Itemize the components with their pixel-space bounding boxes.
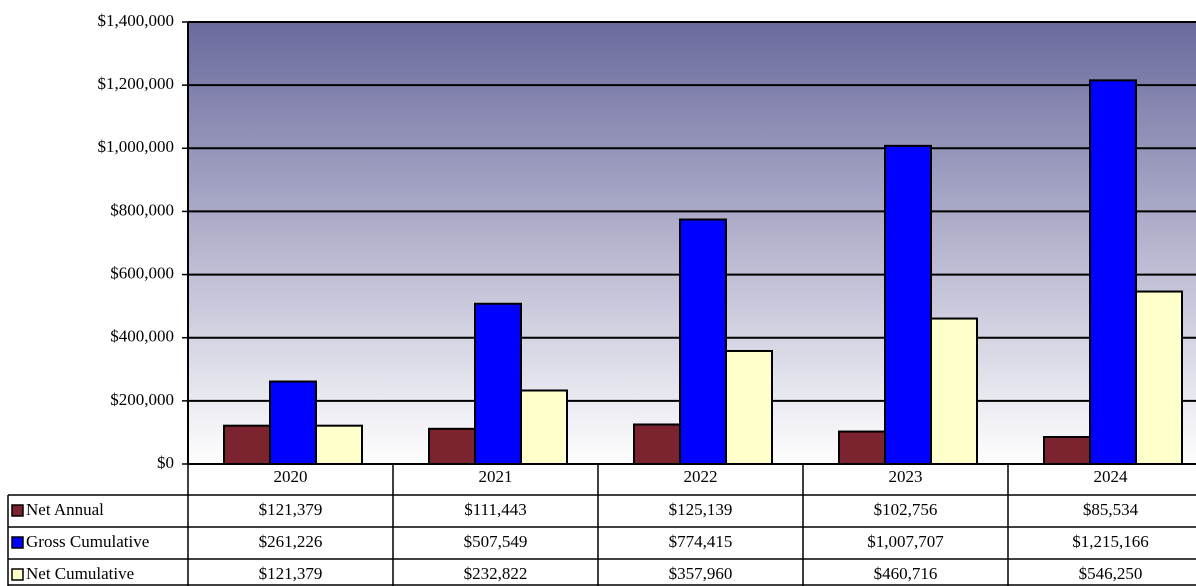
legend-swatch — [11, 568, 24, 581]
legend-label: Gross Cumulative — [26, 532, 149, 551]
table-value: $774,415 — [669, 532, 733, 551]
bar — [269, 380, 317, 465]
x-tick-label: 2022 — [684, 467, 718, 486]
table-value: $125,139 — [669, 500, 733, 519]
bar — [428, 427, 476, 466]
bar — [474, 302, 522, 465]
y-tick-label: $200,000 — [110, 390, 174, 409]
table-value: $232,822 — [464, 564, 528, 583]
bar — [884, 144, 932, 465]
table-value: $357,960 — [669, 564, 733, 583]
table-value: $1,007,707 — [867, 532, 944, 551]
bar — [633, 423, 681, 465]
table-value: $102,756 — [874, 500, 938, 519]
x-tick-label: 2020 — [274, 467, 308, 486]
bar — [679, 218, 727, 465]
bar — [1135, 290, 1183, 465]
y-tick-label: $1,200,000 — [98, 74, 175, 93]
bar — [315, 424, 363, 466]
legend-label: Net Cumulative — [26, 564, 134, 583]
table-value: $85,534 — [1083, 500, 1139, 519]
table-value: $261,226 — [259, 532, 323, 551]
table-value: $1,215,166 — [1072, 532, 1149, 551]
table-value: $111,443 — [464, 500, 527, 519]
legend-label: Net Annual — [26, 500, 104, 519]
table-value: $121,379 — [259, 564, 323, 583]
bar — [223, 424, 271, 466]
bar — [520, 389, 568, 466]
table-value: $460,716 — [874, 564, 938, 583]
table-value: $546,250 — [1079, 564, 1143, 583]
bar — [1043, 435, 1091, 466]
table-value: $507,549 — [464, 532, 528, 551]
x-tick-label: 2024 — [1094, 467, 1129, 486]
legend-swatch — [11, 504, 24, 517]
y-tick-label: $800,000 — [110, 200, 174, 219]
table-value: $121,379 — [259, 500, 323, 519]
bar — [930, 317, 978, 465]
bar — [1089, 79, 1137, 465]
x-tick-label: 2023 — [889, 467, 923, 486]
x-tick-label: 2021 — [479, 467, 513, 486]
y-tick-label: $0 — [157, 453, 174, 472]
bar — [725, 349, 773, 465]
y-tick-label: $600,000 — [110, 263, 174, 282]
y-tick-label: $1,400,000 — [98, 11, 175, 30]
y-tick-label: $400,000 — [110, 327, 174, 346]
y-tick-label: $1,000,000 — [98, 137, 175, 156]
legend-swatch — [11, 536, 24, 549]
bar — [838, 430, 886, 466]
